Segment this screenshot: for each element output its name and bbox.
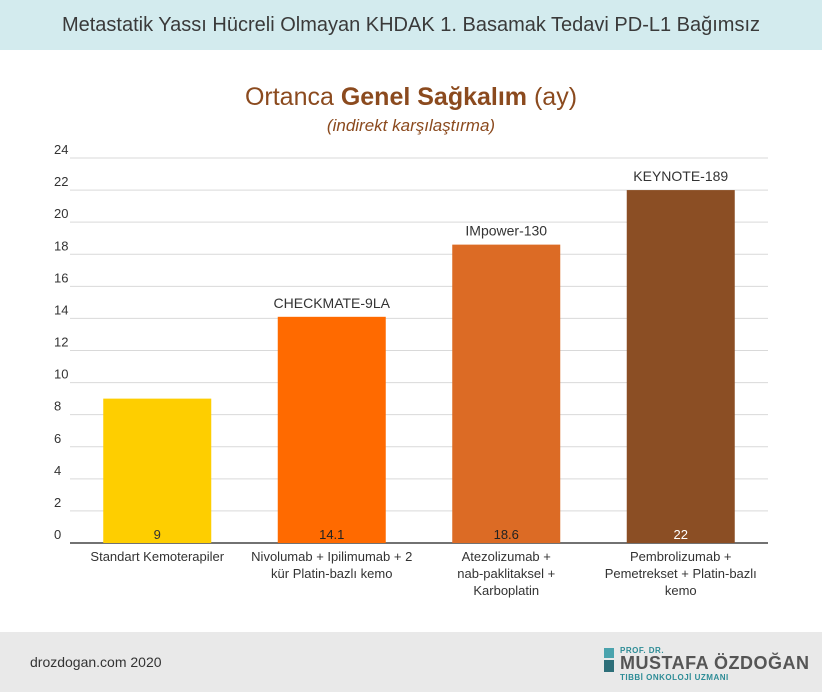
x-tick-label: Pemetrekset + Platin-bazlı xyxy=(605,566,757,581)
chart-title-suffix: (ay) xyxy=(527,83,578,111)
y-tick-label: 24 xyxy=(54,142,68,157)
chart-title-block: Ortanca Genel Sağkalım (ay) (indirekt ka… xyxy=(0,82,822,136)
header-banner: Metastatik Yassı Hücreli Olmayan KHDAK 1… xyxy=(0,0,822,50)
bar-top-label: IMpower-130 xyxy=(465,223,547,239)
logo-title: PROF. DR. xyxy=(620,646,665,655)
x-tick-label: nab-paklitaksel + xyxy=(457,566,555,581)
y-tick-label: 10 xyxy=(54,367,68,382)
chart-title-bold: Genel Sağkalım xyxy=(340,83,528,111)
chart-title-prefix: Ortanca xyxy=(244,83,341,111)
footer-site: drozdogan.com 2020 xyxy=(30,654,162,670)
y-tick-label: 18 xyxy=(54,238,68,253)
bar-top-label: CHECKMATE-9LA xyxy=(274,295,391,311)
x-tick-label: Standart Kemoterapiler xyxy=(90,549,224,564)
logo-subtitle: TIBBİ ONKOLOJİ UZMANI xyxy=(620,673,729,682)
y-tick-label: 6 xyxy=(54,431,61,446)
y-tick-label: 16 xyxy=(54,270,68,285)
y-tick-label: 12 xyxy=(54,335,68,350)
footer: drozdogan.com 2020 PROF. DR. MUSTAFA ÖZD… xyxy=(0,632,822,692)
x-tick-label: Atezolizumab + xyxy=(462,549,551,564)
y-tick-label: 22 xyxy=(54,174,68,189)
chart-subtitle: (indirekt karşılaştırma) xyxy=(326,116,496,135)
y-tick-label: 0 xyxy=(54,527,61,542)
bar-value-label: 9 xyxy=(154,527,161,542)
x-tick-label: Pembrolizumab + xyxy=(630,549,732,564)
x-tick-label: Karboplatin xyxy=(473,583,539,598)
bar xyxy=(452,244,561,543)
bar-value-label: 22 xyxy=(674,527,688,542)
logo-mark-icon xyxy=(604,648,614,672)
header-title: Metastatik Yassı Hücreli Olmayan KHDAK 1… xyxy=(61,13,761,36)
x-tick-label: Nivolumab + Ipilimumab + 2 xyxy=(251,549,412,564)
bar-value-label: 14.1 xyxy=(319,527,344,542)
bar-top-label: KEYNOTE-189 xyxy=(633,168,728,184)
y-tick-label: 20 xyxy=(54,206,68,221)
y-tick-label: 4 xyxy=(54,463,61,478)
y-tick-label: 2 xyxy=(54,495,61,510)
chart-title: Ortanca Genel Sağkalım (ay) xyxy=(0,82,822,112)
y-tick-label: 8 xyxy=(54,399,61,414)
y-tick-label: 14 xyxy=(54,302,68,317)
x-tick-label: kür Platin-bazlı kemo xyxy=(271,566,392,581)
author-logo: PROF. DR. MUSTAFA ÖZDOĞAN TIBBİ ONKOLOJİ… xyxy=(604,644,809,682)
bar xyxy=(277,316,386,543)
bar xyxy=(626,190,735,544)
bar-value-label: 18.6 xyxy=(494,527,519,542)
bar xyxy=(103,398,212,543)
x-tick-label: kemo xyxy=(665,583,697,598)
logo-name: MUSTAFA ÖZDOĞAN xyxy=(620,653,810,673)
